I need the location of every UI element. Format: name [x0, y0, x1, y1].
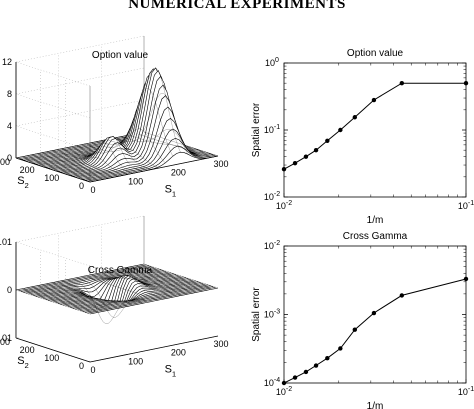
data-point [352, 115, 358, 120]
y-tick-label: 0 [79, 181, 84, 191]
x-tick-label: 100 [128, 176, 143, 186]
data-point [399, 80, 405, 86]
z-tick-label: 12 [2, 57, 12, 67]
y-tick-label: 100 [44, 173, 59, 183]
data-point [281, 166, 287, 172]
data-point [303, 154, 309, 159]
page-title: NUMERICAL EXPERIMENTS [128, 0, 346, 10]
data-point [325, 138, 330, 143]
data-point [281, 380, 287, 386]
surface-mesh [15, 263, 219, 362]
z-tick-label: 0 [7, 285, 12, 295]
y-axis-label: Spatial error [251, 102, 262, 157]
y-tick-label: 200 [20, 345, 35, 355]
x-axis-label: 1/m [367, 215, 384, 226]
y-axis-label: S2 [17, 175, 29, 190]
y-axis-label: Spatial error [251, 287, 262, 342]
y-tick-label: 200 [20, 165, 35, 175]
x-tick-label: 300 [213, 339, 228, 349]
x-tick-label: 10-2 [276, 386, 292, 397]
ticks [283, 245, 467, 384]
data-point [399, 293, 405, 298]
data-point [338, 127, 343, 133]
chart-title: Option value [92, 50, 149, 61]
data-point [463, 276, 469, 282]
x-tick-label: 200 [171, 348, 186, 358]
chart-title: Option value [347, 48, 404, 59]
z-tick-label: 4 [7, 121, 12, 131]
data-point [313, 147, 319, 153]
axis-lines [15, 242, 219, 363]
ticks [283, 62, 467, 198]
x-tick-label: 300 [213, 159, 228, 169]
chart-title: Cross Gamma [343, 231, 408, 242]
y-tick-label: 10-3 [264, 309, 280, 320]
x-tick-label: 0 [90, 365, 95, 375]
data-point [292, 160, 298, 166]
option-value-surface: 0100200300010020030004812S1S2Option valu… [0, 35, 229, 199]
y-tick-label: 10-1 [264, 124, 280, 135]
data-point [352, 327, 358, 332]
data-point [463, 80, 469, 86]
x-tick-label: 10-2 [276, 200, 292, 211]
data-point [371, 97, 377, 103]
data-point [371, 310, 377, 316]
data-point [338, 346, 343, 351]
series-line [283, 82, 466, 170]
series-line [283, 278, 467, 384]
y-tick-label: 10-2 [264, 191, 280, 202]
data-point [325, 356, 330, 361]
cross-gamma-surface: 01002003000100200300−0.0100.01S1S2Cross … [0, 215, 229, 379]
chart-title: Cross Gamma [88, 265, 153, 276]
y-tick-label: 300 [0, 337, 10, 347]
data-point [292, 375, 298, 380]
option-value-error-plot: 10-2 10-1 10-2 10-1 100 Option value 1/m Spatia… [251, 48, 474, 226]
axis-lines [15, 62, 219, 183]
y-tick-label: 0 [79, 361, 84, 371]
x-tick-label: 10-1 [458, 386, 474, 397]
surface-mesh [15, 67, 219, 183]
y-axis-label: S2 [17, 355, 29, 370]
z-tick-label: 0 [7, 153, 12, 163]
x-tick-label: 0 [90, 185, 95, 195]
x-tick-label: 100 [128, 356, 143, 366]
y-tick-label: 100 [44, 353, 59, 363]
y-tick-label: 10-2 [264, 240, 280, 251]
data-point [313, 363, 319, 368]
z-tick-label: 8 [7, 89, 12, 99]
y-tick-label: 100 [265, 57, 279, 68]
cross-gamma-error-plot: 10-2 10-1 10-4 10-3 10-2 Cross Gamma 1/m Spatia… [251, 231, 474, 409]
y-tick-label: 300 [0, 157, 10, 167]
data-point [303, 369, 309, 375]
x-axis-label: S1 [165, 364, 177, 379]
y-tick-label: 10-4 [264, 377, 280, 388]
z-tick-label: 0.01 [0, 237, 12, 247]
x-tick-label: 10-1 [458, 200, 474, 211]
z-tick-label: −0.01 [0, 333, 12, 343]
x-tick-label: 200 [171, 168, 186, 178]
x-axis-label: 1/m [367, 401, 384, 409]
x-axis-label: S1 [165, 184, 177, 199]
